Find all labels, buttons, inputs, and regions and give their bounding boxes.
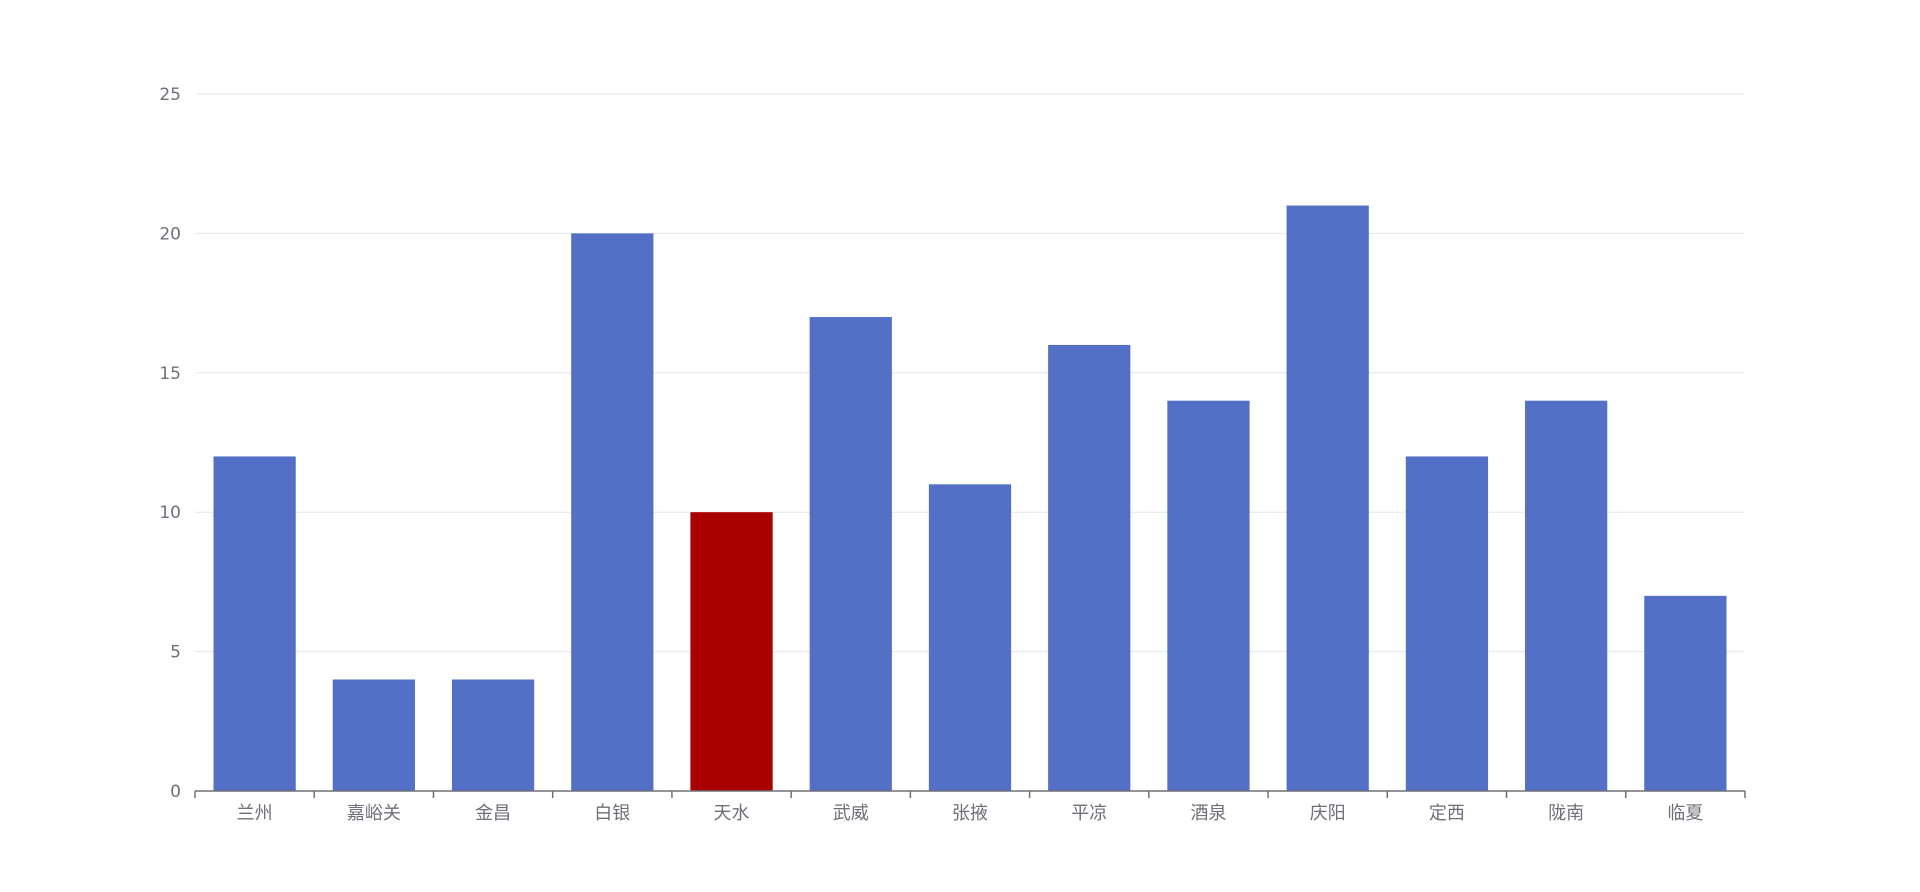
bar-11 xyxy=(1405,456,1489,791)
bar-13 xyxy=(1644,595,1727,791)
y-tick-label: 15 xyxy=(159,364,181,384)
x-axis xyxy=(194,790,1746,798)
y-axis-tick-labels: 0 5 10 15 20 25 xyxy=(159,85,181,802)
x-tick-label: 武威 xyxy=(833,803,869,824)
y-tick-label: 20 xyxy=(159,224,181,244)
bar-10 xyxy=(1286,205,1369,791)
x-tick-label: 金昌 xyxy=(475,803,511,824)
bar-12 xyxy=(1525,400,1608,791)
bar-9 xyxy=(1167,400,1250,791)
x-tick-label: 酒泉 xyxy=(1190,803,1226,824)
bar-2 xyxy=(332,679,415,791)
x-tick-label: 临夏 xyxy=(1667,803,1703,824)
x-tick-label: 陇南 xyxy=(1548,803,1584,824)
y-tick-label: 5 xyxy=(170,643,181,663)
x-tick-label: 张掖 xyxy=(952,803,988,824)
x-tick-label: 庆阳 xyxy=(1310,803,1346,824)
bar-3 xyxy=(451,679,535,791)
x-tick-label: 定西 xyxy=(1429,803,1465,824)
y-tick-label: 0 xyxy=(170,782,181,802)
x-tick-label: 嘉峪关 xyxy=(347,803,401,824)
y-tick-label: 10 xyxy=(159,503,181,523)
x-tick-label: 平凉 xyxy=(1071,803,1107,824)
x-tick-label: 天水 xyxy=(714,803,750,824)
x-tick-label: 兰州 xyxy=(237,803,273,824)
bar-1 xyxy=(213,456,296,791)
bar-8 xyxy=(1048,344,1131,791)
bar-6 xyxy=(809,317,892,791)
bar-7 xyxy=(928,484,1012,791)
x-tick-label: 白银 xyxy=(594,803,630,824)
y-tick-label: 25 xyxy=(159,85,181,105)
x-axis-tick-labels: 兰州 嘉峪关 金昌 白银 天水 武威 张掖 平凉 酒泉 庆阳 定西 陇南 临夏 xyxy=(237,803,1704,824)
bar-4 xyxy=(571,233,654,791)
bar-5 xyxy=(690,512,773,791)
bars xyxy=(213,205,1727,791)
